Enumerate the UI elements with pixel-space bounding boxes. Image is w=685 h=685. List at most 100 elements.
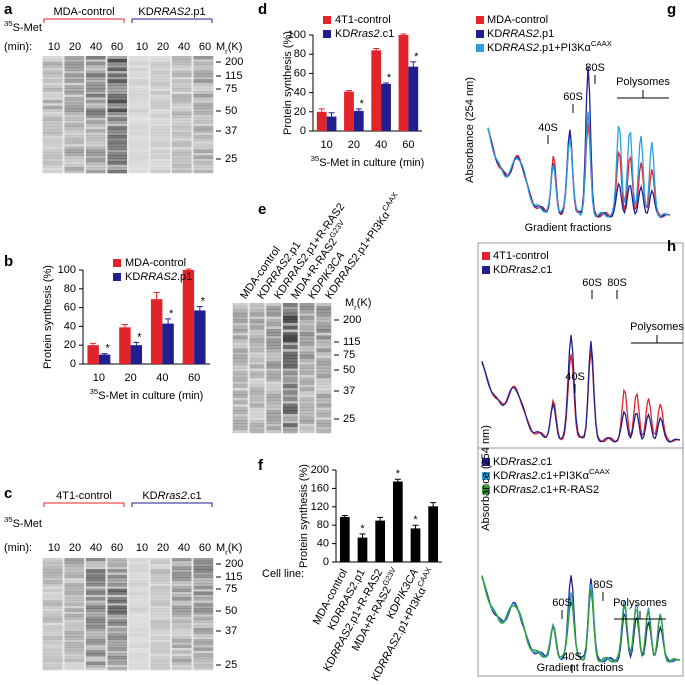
gel-band — [64, 82, 84, 86]
gel-band — [129, 580, 149, 584]
gel-band — [43, 619, 63, 623]
gel-band — [172, 656, 192, 660]
gel-band — [150, 566, 170, 570]
gel-band — [283, 423, 298, 427]
gel-band — [172, 76, 192, 80]
gel-band — [64, 611, 84, 615]
gel-band — [107, 661, 127, 665]
gel-band — [43, 667, 63, 671]
gel-band — [193, 563, 213, 567]
gel-band — [64, 114, 84, 118]
gel-band — [129, 560, 149, 564]
gel-band — [64, 94, 84, 98]
gel-band — [129, 586, 149, 590]
gel-band — [266, 416, 281, 421]
gel-band — [172, 625, 192, 629]
gel-band — [86, 594, 106, 598]
mr-label-part: (K) — [357, 297, 372, 309]
marker-label: 200 — [225, 56, 243, 68]
gel-band — [249, 351, 265, 356]
y-tick-label: 40 — [317, 538, 329, 550]
gel-band — [193, 560, 213, 564]
gel-band — [233, 394, 248, 398]
gel-band — [150, 625, 170, 629]
gel-band — [299, 335, 315, 340]
gel-band — [86, 608, 106, 612]
gel-band — [150, 91, 170, 95]
error-bar — [153, 292, 160, 306]
gel-band — [129, 656, 149, 660]
legend-label: KDRras2.c1 — [335, 28, 394, 40]
gel-band — [86, 73, 106, 77]
gel-band — [193, 105, 213, 110]
gel-band — [193, 566, 213, 570]
gel-band — [233, 420, 248, 424]
gel-band — [150, 616, 170, 620]
gel-band — [172, 577, 192, 581]
gel-band — [172, 94, 192, 98]
gel-band — [233, 348, 248, 353]
gel-band — [43, 574, 63, 578]
bar — [339, 516, 350, 562]
gel-band — [172, 642, 192, 646]
gel-band — [249, 335, 265, 340]
gel-band — [266, 312, 281, 317]
peak-label: 60S — [552, 597, 572, 609]
gel-band — [283, 338, 298, 343]
gel-band — [43, 76, 63, 80]
bar — [87, 345, 99, 364]
gel-band — [172, 661, 192, 665]
gel-band — [64, 158, 84, 162]
legend-label: KDRras2.c1 — [493, 264, 552, 276]
gel-band — [64, 577, 84, 581]
gel-band — [129, 661, 149, 665]
gel-band — [64, 602, 84, 606]
legend-swatch — [476, 44, 484, 52]
gel-band — [107, 58, 127, 63]
gel-band — [43, 143, 63, 148]
gel-band — [129, 572, 149, 576]
gel-band — [150, 664, 170, 668]
gel-band — [129, 622, 149, 626]
gel-band — [172, 117, 192, 121]
gel-band — [150, 170, 170, 174]
gel-band — [129, 630, 149, 634]
gel-band — [129, 583, 149, 587]
gel-band — [266, 348, 281, 353]
gel-band — [233, 309, 248, 314]
marker-label: 75 — [225, 83, 237, 95]
gel-band — [193, 146, 213, 150]
gel-band — [64, 149, 84, 153]
lane-label: 40 — [90, 41, 102, 53]
gel-band — [107, 56, 127, 60]
gel-band — [233, 335, 248, 340]
gel-band — [150, 560, 170, 564]
gel-band — [129, 625, 149, 629]
gel-band — [193, 123, 213, 127]
gel-band — [64, 586, 84, 590]
lane-label: 40 — [90, 542, 102, 554]
gel-band — [150, 608, 170, 612]
gel-band — [172, 630, 192, 634]
gel-band — [129, 667, 149, 671]
gel-band — [193, 661, 213, 665]
gel-band — [172, 102, 192, 107]
gel-band — [107, 105, 127, 110]
gel-band — [193, 614, 213, 618]
gel-band — [249, 429, 265, 434]
gel-band — [150, 647, 170, 651]
significance-mark: * — [360, 523, 365, 535]
gel-band — [107, 108, 127, 112]
gel-band — [283, 351, 298, 356]
gel-band — [86, 105, 106, 110]
gel-band — [172, 99, 192, 104]
error-bar — [377, 516, 384, 524]
gel-band — [43, 161, 63, 165]
gel-band — [43, 650, 63, 654]
gel-band — [64, 597, 84, 601]
peak-label: 60S — [563, 91, 583, 103]
gel-band — [233, 397, 248, 401]
gel-band — [129, 65, 149, 68]
gel-band — [249, 312, 265, 317]
gel-band — [43, 661, 63, 665]
